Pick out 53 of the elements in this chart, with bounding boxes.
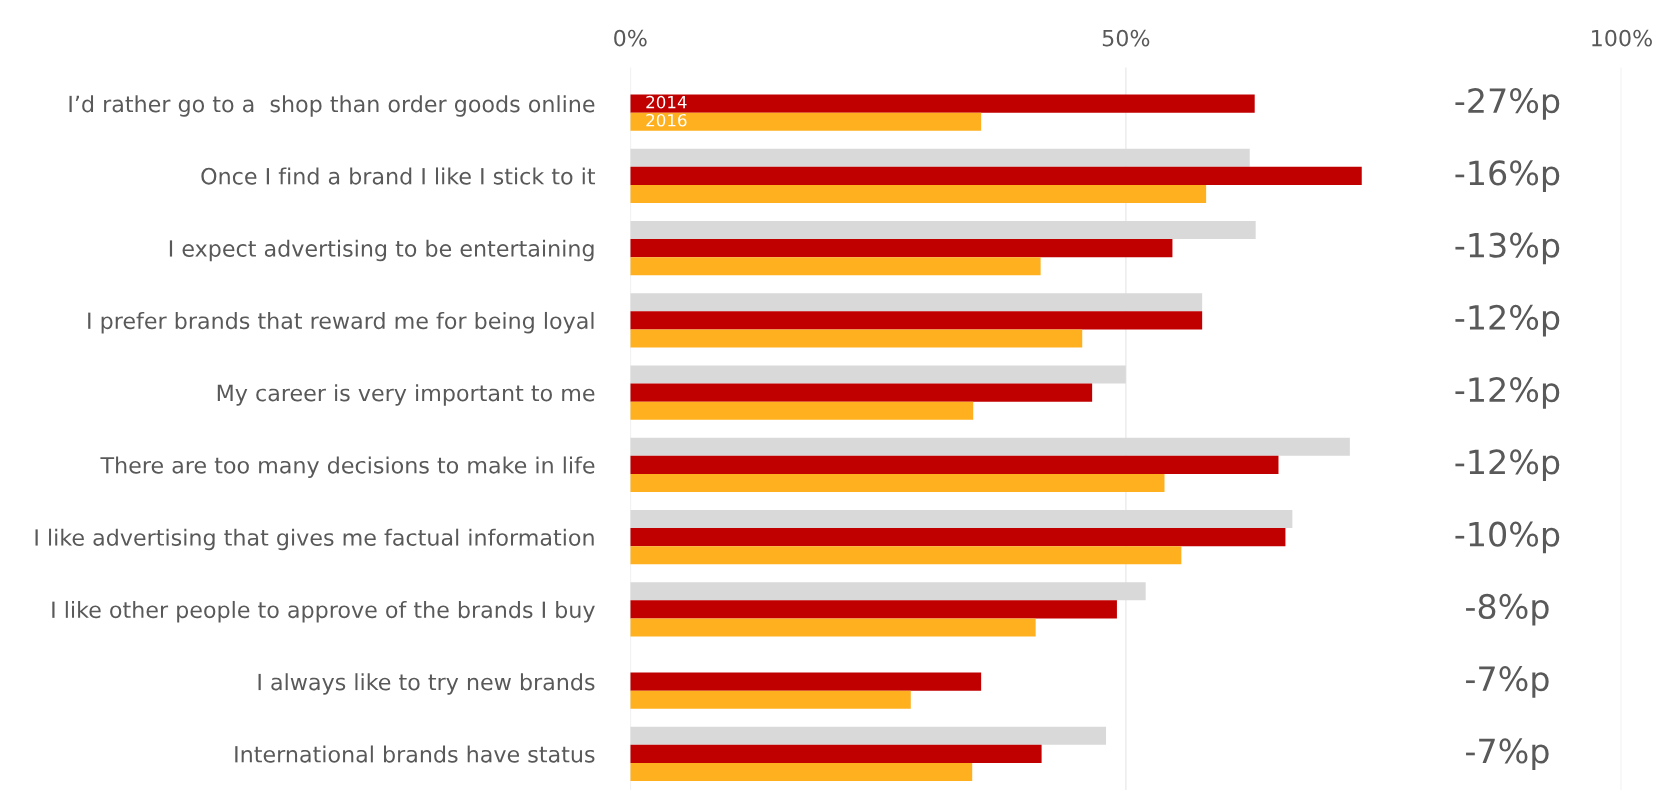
bar [630, 383, 1093, 402]
y-tick-label: I like advertising that gives me factual information [35, 528, 594, 551]
y-tick-label: My career is very important to me [217, 384, 595, 406]
bar [630, 401, 974, 420]
bar [630, 672, 982, 691]
bar [630, 618, 1036, 637]
bar [630, 437, 1350, 456]
y-tick-label: I expect advertising to be entertaining [169, 239, 594, 262]
annotation: -12%p [1455, 377, 1560, 409]
y-tick-label: Once I find a brand I like I stick to it [201, 167, 596, 185]
x-tick-label: 0% [614, 29, 647, 47]
bar [630, 528, 1286, 547]
bar [630, 257, 1041, 276]
bar [630, 166, 1362, 185]
bar [630, 473, 1165, 492]
bar [630, 744, 1042, 763]
annotation: -16%p [1455, 160, 1560, 192]
annotation: -27%p [1455, 88, 1560, 120]
bar [630, 184, 1207, 203]
annotation: -7%p [1466, 738, 1549, 771]
y-tick-label: I’d rather go to a shop than order goods online [69, 95, 595, 117]
bar [630, 311, 1203, 330]
bar [630, 148, 1250, 167]
annotation: -12%p [1455, 449, 1560, 482]
bar [630, 600, 1117, 619]
annotation: -10%p [1455, 521, 1560, 554]
bar [630, 112, 982, 131]
bar [630, 762, 973, 781]
annotation: -7%p [1466, 666, 1549, 698]
annotation: -12%p [1455, 304, 1560, 337]
series-label: 2014 [646, 95, 687, 109]
x-tick-label: 50% [1102, 29, 1150, 47]
bar [630, 582, 1146, 601]
y-tick-label: I always like to try new brands [258, 673, 595, 695]
bar [630, 239, 1173, 258]
bar [630, 365, 1126, 384]
y-tick-label: I like other people to approve of the brands I buy [52, 600, 595, 623]
y-tick-label: I prefer brands that reward me for being loyal [88, 311, 594, 334]
bar [630, 546, 1182, 565]
annotation: -13%p [1455, 232, 1560, 265]
bar [630, 510, 1293, 529]
y-tick-label: There are too many decisions to make in life [100, 456, 595, 478]
bar [630, 329, 1083, 348]
x-tick-label: 100% [1592, 29, 1652, 47]
bar [630, 455, 1279, 474]
bar [630, 726, 1107, 745]
bar [630, 221, 1256, 240]
annotation: -8%p [1466, 593, 1549, 626]
y-tick-label: International brands have status [235, 745, 595, 763]
bar [630, 690, 911, 709]
series-label: 2016 [646, 113, 687, 127]
bar [630, 94, 1255, 113]
bar [630, 293, 1203, 312]
